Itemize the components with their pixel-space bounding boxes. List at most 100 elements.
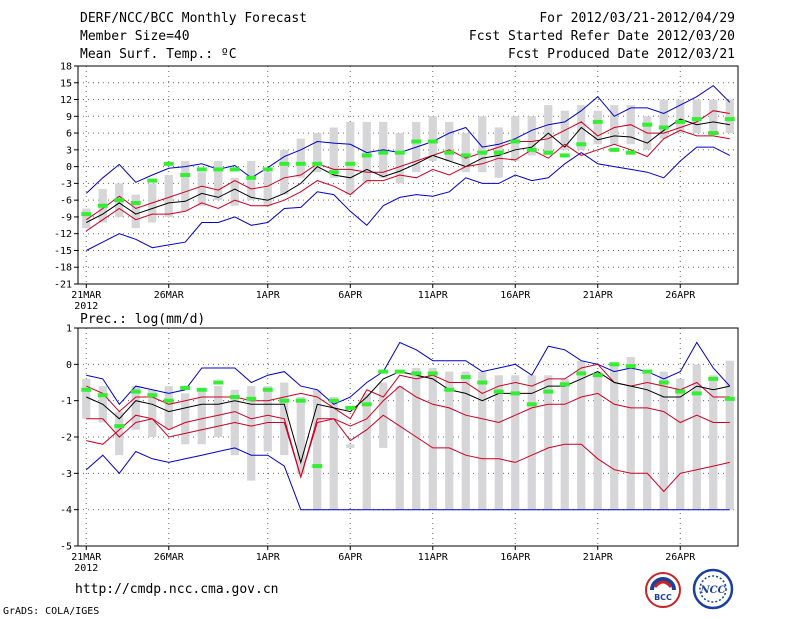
x-tick-label: 6APR — [338, 290, 363, 301]
ensemble-box — [445, 371, 454, 510]
ensemble-box — [412, 367, 421, 510]
observed-marker — [81, 212, 92, 217]
ensemble-box — [527, 116, 536, 156]
x-year-label: 2012 — [74, 563, 98, 574]
ensemble-box — [247, 161, 256, 201]
x-tick-label: 16APR — [500, 552, 531, 563]
observed-marker — [114, 424, 125, 429]
observed-marker — [196, 387, 207, 392]
ensemble-box — [115, 411, 124, 456]
observed-marker — [180, 173, 191, 177]
ensemble-box — [82, 378, 91, 419]
series-line-ensemble-mean — [86, 371, 730, 465]
observed-marker — [526, 402, 537, 407]
series-line-upper-spread — [86, 110, 730, 221]
ensemble-box — [445, 121, 454, 162]
observed-marker — [394, 150, 405, 155]
observed-marker — [147, 393, 158, 398]
observed-marker — [295, 161, 306, 166]
ensemble-box — [131, 194, 140, 229]
ensemble-box — [494, 375, 503, 510]
plot-frame — [77, 65, 739, 285]
ensemble-box — [692, 364, 701, 510]
observed-marker — [229, 167, 240, 172]
observed-marker — [213, 380, 224, 385]
ensemble-box — [725, 99, 734, 134]
ensemble-box — [346, 121, 355, 195]
bcc-logo: BCC — [645, 572, 681, 608]
observed-marker — [625, 364, 636, 369]
y-tick-label: -1 — [60, 396, 72, 407]
ensemble-box — [593, 110, 602, 145]
observed-marker — [246, 396, 257, 401]
observed-marker — [147, 178, 158, 183]
y-tick-label: 12 — [60, 95, 72, 106]
y-tick-label: 3 — [66, 145, 72, 156]
ensemble-box — [676, 378, 685, 510]
observed-marker — [163, 161, 174, 166]
ensemble-box — [296, 397, 305, 474]
x-tick-label: 16APR — [500, 290, 531, 301]
y-tick-label: 0 — [66, 162, 72, 173]
ensemble-box — [478, 371, 487, 510]
ensemble-box — [643, 371, 652, 510]
series-line-lower-spread — [86, 385, 730, 479]
ensemble-box — [329, 127, 338, 178]
series-line-lower-spread — [86, 129, 730, 232]
observed-marker — [279, 161, 290, 166]
ensemble-box — [511, 375, 520, 510]
forecast-started-date: Fcst Started Refer Date 2012/03/20 — [468, 29, 735, 44]
observed-marker — [691, 117, 702, 122]
ensemble-box — [659, 99, 668, 139]
bcc-logo-text: BCC — [654, 593, 672, 602]
observed-marker — [361, 153, 372, 158]
y-tick-label: -4 — [60, 505, 72, 516]
observed-marker — [493, 150, 504, 155]
observed-marker — [427, 139, 438, 144]
observed-marker — [394, 369, 405, 374]
x-year-label: 2012 — [74, 301, 98, 312]
precip-panel-title: Prec.: log(mm/d) — [80, 312, 205, 327]
ensemble-box — [428, 116, 437, 162]
source-url[interactable]: http://cmdp.ncc.cma.gov.cn — [75, 582, 279, 597]
ensemble-box — [362, 393, 371, 510]
x-tick-label: 26APR — [665, 552, 696, 563]
ensemble-box — [214, 386, 223, 437]
observed-marker — [411, 139, 422, 144]
observed-marker — [708, 376, 719, 381]
ensemble-box — [181, 393, 190, 445]
ensemble-box — [461, 133, 470, 173]
series-line-min — [85, 447, 730, 511]
y-tick-label: -5 — [60, 542, 72, 553]
observed-marker — [345, 161, 356, 166]
ensemble-box — [263, 386, 272, 452]
y-tick-label: -3 — [60, 179, 72, 190]
observed-marker — [675, 119, 686, 124]
observed-marker — [724, 396, 735, 401]
observed-marker — [543, 389, 554, 394]
ensemble-box — [148, 389, 157, 437]
ensemble-box — [659, 371, 668, 510]
ncc-logo-text: NCC — [699, 585, 725, 596]
ensemble-box — [428, 367, 437, 510]
ensemble-box — [164, 175, 173, 217]
ensemble-box — [313, 389, 322, 510]
ensemble-box — [395, 133, 404, 184]
ensemble-box — [82, 208, 91, 229]
x-tick-label: 6APR — [338, 552, 363, 563]
x-tick-label: 1APR — [256, 552, 281, 563]
ensemble-box — [692, 99, 701, 134]
observed-marker — [658, 380, 669, 385]
y-tick-label: -2 — [60, 433, 72, 444]
forecast-produced-date: Fcst Produced Date 2012/03/21 — [508, 47, 735, 62]
ensemble-box — [280, 149, 289, 195]
observed-marker — [609, 147, 620, 152]
observed-marker — [345, 405, 356, 410]
ensemble-box — [329, 397, 338, 510]
series-line-max — [86, 341, 731, 406]
observed-marker — [460, 375, 471, 380]
observed-marker — [114, 198, 125, 203]
ensemble-box — [709, 99, 718, 134]
y-tick-label: 18 — [60, 62, 72, 73]
